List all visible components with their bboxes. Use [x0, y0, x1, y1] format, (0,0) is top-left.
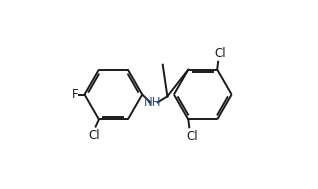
Text: Cl: Cl — [88, 129, 100, 142]
Text: Cl: Cl — [186, 130, 198, 143]
Text: Cl: Cl — [214, 47, 226, 60]
Text: F: F — [72, 88, 79, 101]
Text: NH: NH — [144, 96, 162, 109]
